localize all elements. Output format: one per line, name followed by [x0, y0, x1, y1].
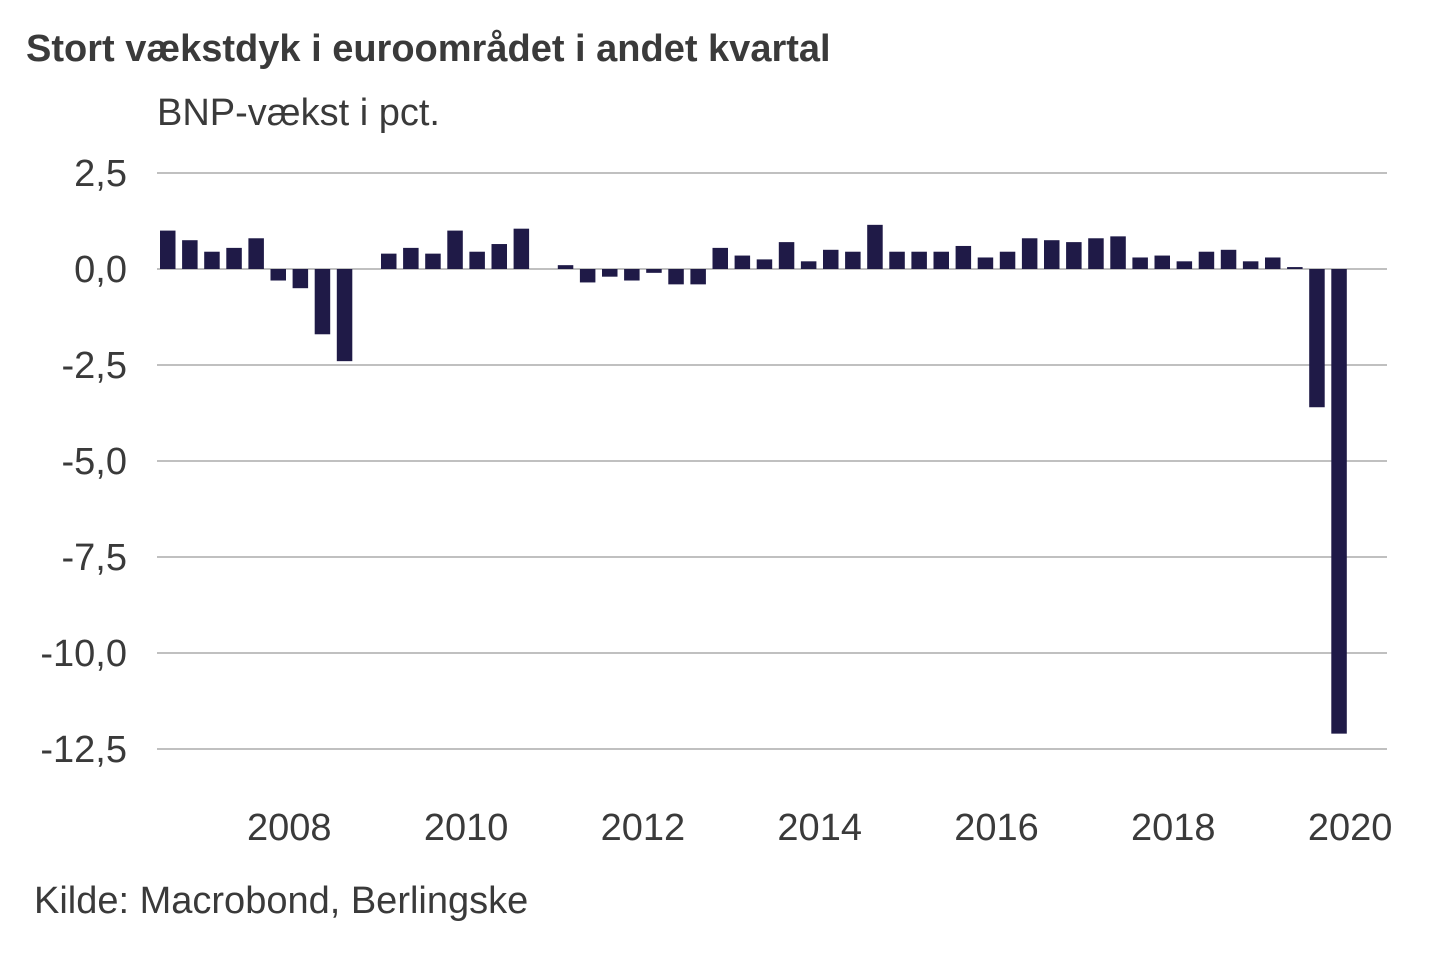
bar-2010Q4 — [491, 244, 507, 269]
bar-2007Q1 — [160, 230, 176, 269]
bar-2017Q3 — [1088, 238, 1104, 269]
bar-2011Q4 — [579, 269, 596, 283]
bar-2019Q3 — [1265, 257, 1281, 269]
x-axis-ticks: 2008 2010 2012 2014 2016 2018 2020 — [247, 807, 1392, 849]
y-tick-label: -7,5 — [62, 537, 127, 579]
x-tick-label: 2012 — [601, 807, 686, 849]
bar-2008Q4 — [314, 269, 331, 335]
bar-2012Q3 — [646, 269, 662, 273]
y-axis-label: BNP-vækst i pct. — [157, 92, 440, 134]
bar-2011Q3 — [557, 265, 574, 269]
bar-2010Q2 — [447, 230, 463, 269]
bar-2018Q1 — [1132, 257, 1148, 269]
x-tick-label: 2016 — [954, 807, 1039, 849]
chart-title: Stort vækstdyk i euroområdet i andet kva… — [26, 28, 831, 70]
bar-2008Q1 — [248, 238, 264, 269]
bar-2015Q1 — [867, 224, 883, 269]
bar-2015Q3 — [911, 251, 927, 269]
bar-2007Q3 — [204, 251, 220, 269]
bar-2015Q2 — [889, 251, 905, 269]
y-tick-label: -10,0 — [40, 633, 127, 675]
bar-2007Q2 — [182, 240, 198, 269]
source-note: Kilde: Macrobond, Berlingske — [34, 880, 529, 922]
bar-2017Q4 — [1110, 236, 1126, 269]
bar-2018Q2 — [1154, 255, 1170, 269]
x-tick-label: 2014 — [777, 807, 862, 849]
x-tick-label: 2010 — [424, 807, 509, 849]
y-tick-label: -12,5 — [40, 729, 127, 771]
bar-2019Q4 — [1287, 267, 1303, 269]
x-tick-label: 2008 — [247, 807, 332, 849]
x-tick-label: 2020 — [1308, 807, 1393, 849]
bar-2020Q2 — [1331, 269, 1347, 734]
bar-2011Q1 — [513, 228, 530, 269]
bar-2018Q3 — [1176, 261, 1193, 269]
x-tick-label: 2018 — [1131, 807, 1216, 849]
bar-2019Q1 — [1220, 249, 1237, 269]
bar-2013Q4 — [756, 259, 773, 269]
bar-2016Q3 — [999, 251, 1016, 269]
gridlines — [157, 172, 1387, 750]
bar-2014Q4 — [845, 251, 861, 269]
bar-2016Q4 — [1021, 238, 1038, 269]
bar-2010Q1 — [425, 253, 441, 269]
bar-2007Q4 — [226, 247, 242, 269]
bar-2013Q1 — [690, 269, 706, 285]
bar-2008Q3 — [292, 269, 309, 289]
bar-2020Q1 — [1309, 269, 1325, 408]
y-tick-label: 2,5 — [74, 153, 127, 195]
y-tick-label: -5,0 — [62, 441, 127, 483]
bar-2017Q2 — [1066, 242, 1082, 269]
bar-2008Q2 — [270, 269, 286, 281]
bar-2012Q1 — [602, 269, 618, 277]
bars — [160, 224, 1347, 734]
bar-2016Q2 — [977, 257, 994, 269]
bar-2018Q4 — [1198, 251, 1215, 269]
bar-2017Q1 — [1044, 240, 1060, 269]
bar-2009Q3 — [381, 253, 397, 269]
bar-2013Q3 — [734, 255, 751, 269]
y-tick-label: 0,0 — [74, 249, 127, 291]
bar-2019Q2 — [1242, 261, 1259, 269]
y-tick-label: -2,5 — [62, 345, 127, 387]
bar-2014Q3 — [823, 249, 839, 269]
bar-2015Q4 — [933, 251, 949, 269]
bar-2009Q1 — [336, 269, 353, 362]
y-axis-ticks: 2,5 0,0 -2,5 -5,0 -7,5 -10,0 -12,5 — [40, 153, 127, 771]
bar-2014Q1 — [778, 242, 795, 269]
bar-2012Q2 — [624, 269, 640, 281]
bar-2013Q2 — [712, 247, 728, 269]
bar-2012Q4 — [668, 269, 684, 285]
bar-2010Q3 — [469, 251, 485, 269]
bar-2016Q1 — [955, 245, 972, 269]
bar-2014Q2 — [800, 261, 817, 269]
bar-2009Q4 — [403, 247, 419, 269]
